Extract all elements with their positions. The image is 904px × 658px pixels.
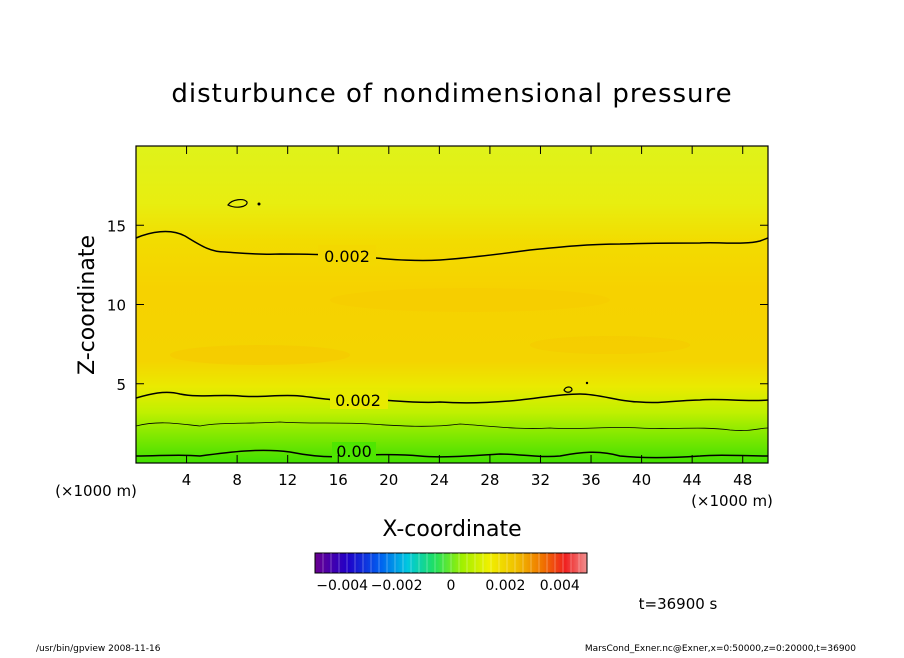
y-axis: 5 10 15 [107, 217, 768, 394]
time-label: t=36900 s [639, 595, 718, 613]
colorbar-ticks: −0.004 −0.002 0 0.002 0.004 [316, 578, 580, 594]
x-axis: 4 8 12 16 20 24 28 32 36 40 44 48 [182, 146, 752, 489]
contour-island [563, 386, 573, 393]
contour-dot [585, 381, 589, 385]
contour-line-thin [136, 421, 768, 431]
y-axis-label: Z-coordinate [75, 235, 100, 375]
x-tick-label: 48 [733, 471, 752, 489]
x-tick-label: 44 [683, 471, 702, 489]
contour-line-lower [136, 391, 768, 404]
contour-dot [257, 202, 261, 206]
y-tick-label: 5 [116, 376, 126, 394]
x-unit-label: (×1000 m) [691, 492, 773, 510]
chart-title: disturbunce of nondimensional pressure [171, 79, 732, 109]
y-tick-label: 15 [107, 217, 126, 235]
contour-label: 0.00 [336, 442, 372, 461]
field-patch [170, 345, 350, 365]
contour-line-bottom [136, 449, 768, 459]
x-tick-label: 40 [632, 471, 651, 489]
contour-island [227, 199, 248, 208]
footer-right: MarsCond_Exner.nc@Exner,x=0:50000,z=0:20… [585, 644, 856, 654]
x-tick-label: 16 [329, 471, 348, 489]
x-tick-label: 12 [278, 471, 297, 489]
x-axis-label: X-coordinate [382, 517, 521, 542]
x-tick-label: 32 [531, 471, 550, 489]
x-tick-label: 20 [379, 471, 398, 489]
colorbar-divisions [322, 553, 580, 573]
footer-left: /usr/bin/gpview 2008-11-16 [36, 644, 161, 654]
x-tick-label: 36 [581, 471, 600, 489]
y-unit-label: (×1000 m) [55, 482, 137, 500]
x-tick-label: 8 [232, 471, 242, 489]
contour-line-upper [136, 230, 768, 262]
contour-label: 0.002 [324, 247, 370, 266]
x-tick-label: 24 [430, 471, 449, 489]
colorbar-tick-label: −0.004 [316, 578, 368, 594]
colorbar-tick-label: 0 [447, 578, 456, 594]
field-background [136, 146, 768, 463]
colorbar-tick-label: −0.002 [371, 578, 423, 594]
field-patch [330, 288, 610, 312]
x-tick-label: 4 [182, 471, 192, 489]
colorbar-tick-label: 0.004 [540, 578, 580, 594]
contour-label-bg [318, 245, 376, 265]
contour-label-bg [330, 389, 388, 409]
y-tick-label: 10 [107, 297, 126, 315]
contour-label-bg [332, 442, 376, 460]
field-patch [530, 336, 690, 354]
colorbar-tick-label: 0.002 [485, 578, 525, 594]
x-tick-label: 28 [480, 471, 499, 489]
contour-label: 0.002 [335, 391, 381, 410]
